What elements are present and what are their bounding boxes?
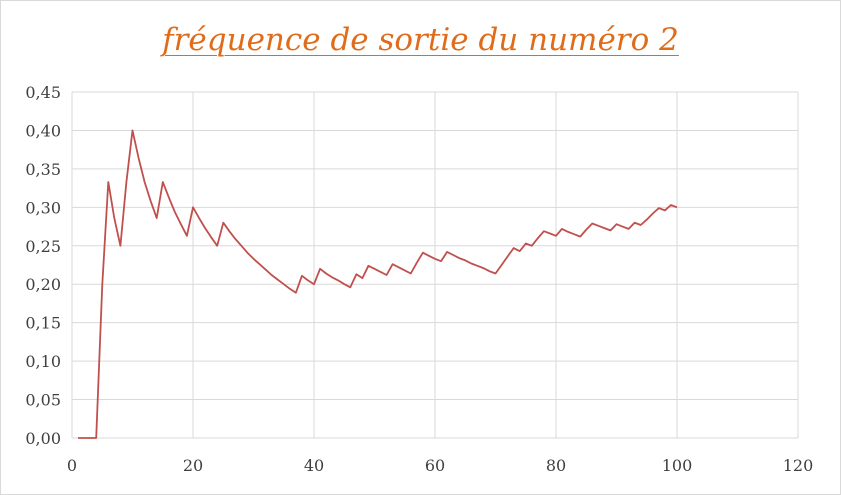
x-tick-label: 40 xyxy=(304,456,324,475)
grid-lines xyxy=(71,91,799,439)
y-tick-label: 0,05 xyxy=(25,391,61,410)
x-axis-tick-labels: 0 20 40 60 80 100 120 xyxy=(67,456,813,475)
x-tick-label: 60 xyxy=(425,456,445,475)
y-axis-tick-labels: 0,00 0,05 0,10 0,15 0,20 0,25 0,30 0,35 0,40 0,45 xyxy=(25,83,61,448)
x-tick-label: 0 xyxy=(67,456,77,475)
series-line xyxy=(78,129,678,439)
y-tick-label: 0,35 xyxy=(25,160,61,179)
x-tick-label: 120 xyxy=(783,456,814,475)
y-tick-label: 0,25 xyxy=(25,237,61,256)
y-tick-label: 0,40 xyxy=(25,121,61,140)
y-tick-label: 0,15 xyxy=(25,314,61,333)
series-layer xyxy=(78,129,678,439)
x-tick-label: 100 xyxy=(662,456,693,475)
y-tick-label: 0,20 xyxy=(25,275,61,294)
x-tick-label: 20 xyxy=(183,456,203,475)
y-tick-label: 0,10 xyxy=(25,352,61,371)
y-tick-label: 0,30 xyxy=(25,198,61,217)
chart-title: fréquence de sortie du numéro 2 xyxy=(162,22,679,58)
x-tick-label: 80 xyxy=(546,456,566,475)
y-tick-label: 0,45 xyxy=(25,83,61,102)
y-tick-label: 0,00 xyxy=(25,429,61,448)
